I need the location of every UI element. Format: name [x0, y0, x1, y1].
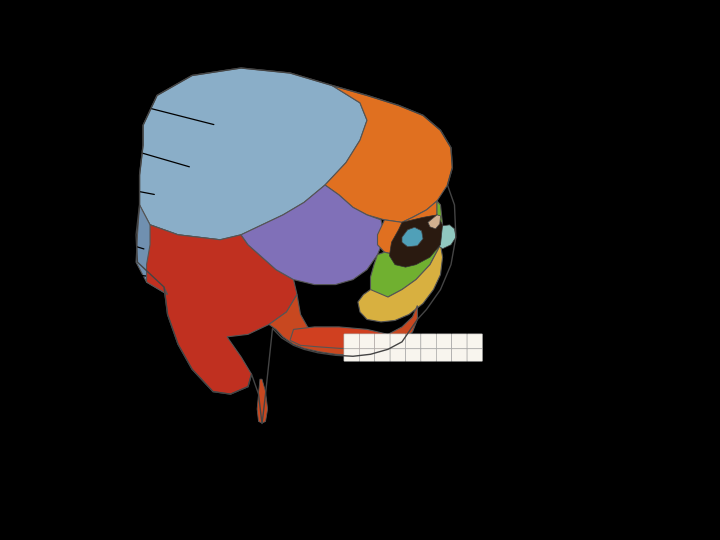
- FancyBboxPatch shape: [451, 349, 467, 361]
- Text: Occipital
bone: Occipital bone: [31, 208, 144, 249]
- Text: Frontal bone: Frontal bone: [433, 122, 623, 140]
- Polygon shape: [371, 201, 443, 300]
- Polygon shape: [390, 215, 443, 267]
- Polygon shape: [377, 201, 437, 255]
- FancyBboxPatch shape: [405, 334, 421, 349]
- Text: Temporal
process
of zygomatic
bone: Temporal process of zygomatic bone: [436, 353, 625, 426]
- Text: External
auditory
meatus: External auditory meatus: [31, 298, 252, 341]
- FancyBboxPatch shape: [374, 334, 390, 349]
- FancyBboxPatch shape: [421, 334, 436, 349]
- FancyBboxPatch shape: [344, 334, 359, 349]
- Text: Coronoid process: Coronoid process: [132, 469, 323, 509]
- FancyBboxPatch shape: [374, 349, 390, 361]
- Polygon shape: [147, 225, 297, 394]
- Polygon shape: [241, 185, 384, 285]
- FancyBboxPatch shape: [344, 349, 359, 361]
- Polygon shape: [437, 225, 456, 249]
- Polygon shape: [325, 85, 452, 222]
- Polygon shape: [140, 68, 367, 240]
- Text: Zygomatic
bone: Zygomatic bone: [452, 318, 612, 353]
- FancyBboxPatch shape: [390, 349, 405, 361]
- FancyBboxPatch shape: [436, 349, 451, 361]
- Text: Zygomatic process
of temporal bone: Zygomatic process of temporal bone: [132, 435, 305, 483]
- Text: Copyright © The McGraw-Hill Companies, Inc. Permission required for reproduction: Copyright © The McGraw-Hill Companies, I…: [158, 45, 562, 55]
- Polygon shape: [358, 245, 443, 322]
- Text: Parietal bone: Parietal bone: [31, 82, 214, 125]
- Text: Mastoid
process: Mastoid process: [31, 363, 238, 390]
- FancyBboxPatch shape: [421, 349, 436, 361]
- FancyBboxPatch shape: [451, 334, 467, 349]
- Text: Lacrimal bone: Lacrimal bone: [450, 249, 633, 262]
- FancyBboxPatch shape: [436, 334, 451, 349]
- Text: Sphenoid bone: Sphenoid bone: [459, 170, 637, 202]
- FancyBboxPatch shape: [359, 349, 374, 361]
- Text: Temporal
bone: Temporal bone: [31, 253, 179, 281]
- Text: Maxilla: Maxilla: [461, 430, 590, 461]
- Polygon shape: [290, 327, 392, 349]
- Text: Mandible: Mandible: [454, 476, 603, 494]
- Text: Ethmoid bone: Ethmoid bone: [452, 210, 631, 230]
- Polygon shape: [428, 215, 441, 229]
- FancyBboxPatch shape: [390, 334, 405, 349]
- Polygon shape: [257, 379, 268, 423]
- FancyBboxPatch shape: [359, 334, 374, 349]
- Text: Mandibular
condyle: Mandibular condyle: [132, 387, 249, 424]
- Text: Nasal bone: Nasal bone: [461, 285, 615, 302]
- Polygon shape: [136, 205, 227, 294]
- Polygon shape: [402, 227, 423, 247]
- Text: Styloid process: Styloid process: [132, 410, 268, 444]
- FancyBboxPatch shape: [467, 334, 482, 349]
- Text: Coronal suture: Coronal suture: [415, 82, 636, 100]
- FancyBboxPatch shape: [467, 349, 482, 361]
- Polygon shape: [269, 294, 418, 355]
- FancyBboxPatch shape: [405, 349, 421, 361]
- Text: Squamosal
suture: Squamosal suture: [31, 116, 189, 167]
- Text: Lambdoidal
suture: Lambdoidal suture: [31, 164, 154, 194]
